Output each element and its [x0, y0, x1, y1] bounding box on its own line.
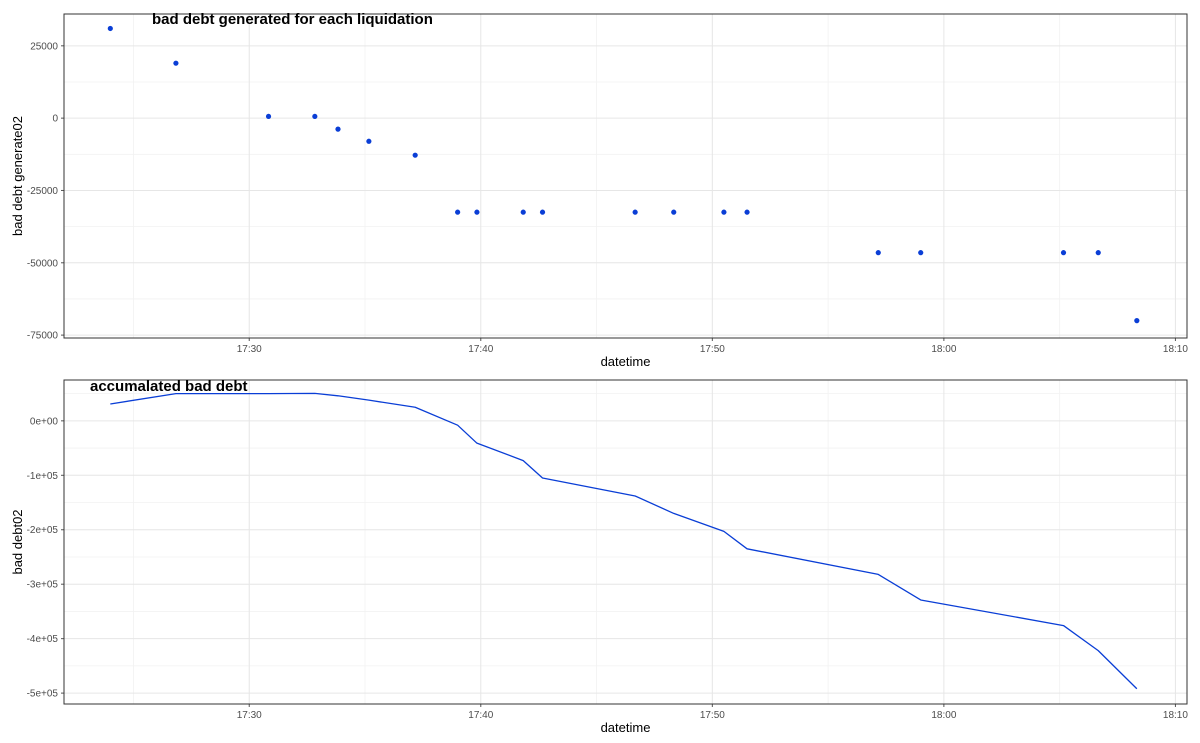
x-axis-title: datetime [601, 720, 651, 735]
y-tick-label: -75000 [27, 331, 59, 342]
x-tick-label: 18:10 [1163, 344, 1188, 355]
chart-title: accumalated bad debt [90, 378, 248, 395]
y-tick-label: -1e+05 [27, 471, 59, 482]
x-tick-label: 18:00 [931, 710, 956, 721]
data-point [721, 209, 727, 215]
data-point [1134, 318, 1140, 324]
x-tick-label: 17:50 [700, 344, 725, 355]
y-tick-label: 25000 [30, 41, 58, 52]
data-point [366, 138, 372, 144]
y-tick-label: -50000 [27, 258, 59, 269]
data-point [671, 209, 677, 215]
y-tick-label: -2e+05 [27, 525, 59, 536]
y-tick-label: -3e+05 [27, 580, 59, 591]
x-tick-label: 17:40 [468, 344, 493, 355]
data-point [455, 209, 461, 215]
panel-1: 17:30 17:40 17:50 18:00 18:10 25000 0 -25000 -50… [10, 11, 1188, 369]
y-axis-title: bad debt02 [10, 509, 25, 574]
data-point [412, 152, 418, 158]
x-tick-label: 17:40 [468, 710, 493, 721]
data-point [875, 250, 881, 256]
y-tick-label: 0 [52, 114, 58, 125]
y-tick-label: -4e+05 [27, 634, 59, 645]
series-line [110, 392, 1138, 690]
y-axis-title: bad debt generate02 [10, 116, 25, 236]
data-point [918, 250, 924, 256]
data-point [1060, 250, 1067, 256]
data-point [744, 209, 750, 215]
y-tick-label: 0e+00 [30, 416, 59, 427]
panel-2: 17:30 17:40 17:50 18:00 18:10 0e+00 -1e+05 -2e+… [10, 378, 1188, 735]
data-point [474, 209, 480, 215]
x-axis-title: datetime [601, 354, 651, 369]
y-tick-label: -5e+05 [27, 689, 59, 700]
data-point [632, 209, 638, 215]
data-point [173, 60, 179, 66]
data-point [520, 209, 526, 215]
x-tick-label: 17:50 [700, 710, 725, 721]
data-point [265, 113, 272, 120]
panel-border [63, 13, 1188, 339]
data-point [335, 126, 341, 132]
data-point [1095, 250, 1101, 256]
data-point [539, 209, 546, 215]
x-tick-label: 18:10 [1163, 710, 1188, 721]
x-tick-label: 17:30 [237, 710, 262, 721]
y-tick-label: -25000 [27, 186, 59, 197]
x-tick-label: 17:30 [237, 344, 262, 355]
chart-title: bad debt generated for each liquidation [152, 11, 433, 28]
panel-border [63, 379, 1188, 705]
data-point [312, 113, 318, 120]
x-tick-label: 18:00 [931, 344, 956, 355]
data-point [107, 25, 113, 32]
